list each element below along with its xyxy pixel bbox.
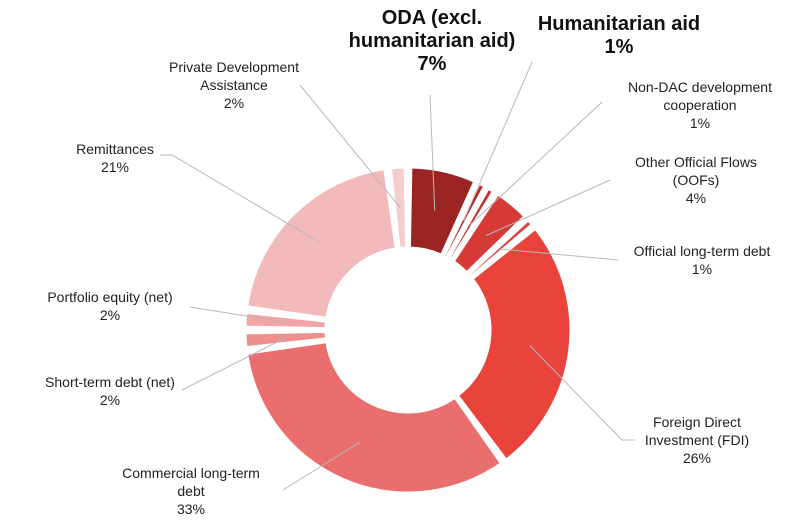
slice-label-line: Commercial long-term <box>122 465 260 481</box>
slice-percent: 2% <box>224 95 244 111</box>
slice-1 <box>407 165 477 258</box>
slice-label-line: (OOFs) <box>673 172 720 188</box>
leader-line-5 <box>499 248 619 261</box>
slice-percent: 7% <box>418 53 447 75</box>
slices-group <box>243 165 573 495</box>
labels-group: ODA (excl. humanitarian aid) 7% Humanitaria… <box>45 7 772 517</box>
leader-line-9 <box>189 306 286 323</box>
slice-percent: 33% <box>177 501 205 517</box>
leader-line-11 <box>299 84 401 209</box>
slice-label-line: Non-DAC development <box>628 79 772 95</box>
slice-percent: 1% <box>605 36 634 58</box>
slice-percent: 2% <box>100 307 120 323</box>
slice-label-line: Foreign Direct <box>653 414 741 430</box>
slice-label-line: Short-term debt (net) <box>45 374 175 390</box>
slice-label-3: Non-DAC development cooperation 1% <box>628 79 772 131</box>
slice-label-line: Official long-term debt <box>634 243 771 259</box>
slice-label-8: Short-term debt (net) 2% <box>45 374 175 408</box>
slice-label-line: cooperation <box>663 97 736 113</box>
slice-11 <box>388 165 409 251</box>
slice-label-1: ODA (excl. humanitarian aid) 7% <box>349 7 516 75</box>
slice-10 <box>244 166 399 321</box>
leader-line-2 <box>463 61 533 222</box>
slice-label-line: humanitarian aid) <box>349 30 516 52</box>
slice-label-line: debt <box>177 483 204 499</box>
slice-label-5: Official long-term debt 1% <box>634 243 771 277</box>
leader-lines-group <box>160 61 635 491</box>
slice-8 <box>243 329 329 350</box>
slice-9 <box>243 310 329 331</box>
slice-percent: 2% <box>100 392 120 408</box>
slice-6 <box>455 226 573 463</box>
slice-label-6: Foreign Direct Investment (FDI) 26% <box>645 414 749 466</box>
slice-label-line: Humanitarian aid <box>538 13 700 35</box>
slice-4 <box>451 191 527 275</box>
slice-label-line: Other Official Flows <box>635 154 757 170</box>
slice-percent: 1% <box>692 261 712 277</box>
slice-percent: 1% <box>690 115 710 131</box>
leader-line-4 <box>485 179 611 237</box>
slice-label-4: Other Official Flows (OOFs) 4% <box>635 154 757 206</box>
slice-label-9: Portfolio equity (net) 2% <box>47 289 172 323</box>
slice-percent: 4% <box>686 190 706 206</box>
slice-label-line: Portfolio equity (net) <box>47 289 172 305</box>
slice-percent: 26% <box>683 450 711 466</box>
slice-label-11: Private Development Assistance 2% <box>169 59 299 111</box>
slice-label-2: Humanitarian aid 1% <box>538 13 700 58</box>
slice-7 <box>244 339 504 495</box>
leader-line-10 <box>160 154 322 244</box>
leader-line-3 <box>470 101 603 225</box>
leader-line-8 <box>181 337 286 391</box>
leader-line-7 <box>282 442 360 491</box>
leader-line-1 <box>429 94 436 211</box>
slice-5 <box>466 217 535 280</box>
slice-label-10: Remittances 21% <box>76 141 154 175</box>
slice-label-line: Private Development <box>169 59 299 75</box>
slice-label-7: Commercial long-term debt 33% <box>122 465 260 517</box>
slice-percent: 21% <box>101 159 129 175</box>
slice-label-line: Investment (FDI) <box>645 432 749 448</box>
leader-line-6 <box>529 345 635 441</box>
slice-label-line: Assistance <box>200 77 268 93</box>
slice-label-line: Remittances <box>76 141 154 157</box>
slice-label-line: ODA (excl. <box>382 7 482 29</box>
